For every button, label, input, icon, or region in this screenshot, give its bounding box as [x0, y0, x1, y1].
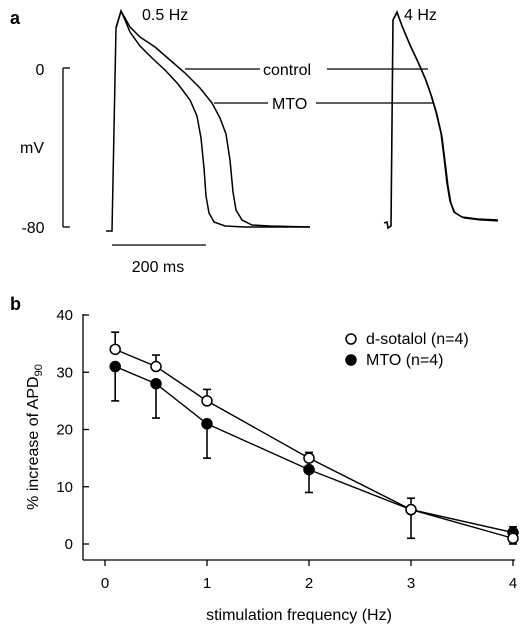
trace-label-4hz: 4 Hz: [404, 7, 437, 24]
series-label-mto: MTO: [272, 96, 307, 113]
data-point: [109, 343, 121, 356]
voltage-unit-label: mV: [20, 140, 44, 157]
legend-label: MTO (n=4): [366, 352, 444, 369]
x-tick-label: 3: [407, 575, 415, 592]
y-tick-label: 0: [65, 536, 73, 553]
y-tick-label: 30: [56, 364, 73, 381]
y-axis-label: % increase of APD90: [25, 364, 45, 510]
data-point: [405, 503, 417, 516]
x-tick-label: 4: [509, 575, 517, 592]
x-ticks: 0 1 2 3 4: [101, 560, 517, 592]
data-point: [201, 395, 213, 407]
data-point: [303, 452, 315, 464]
x-tick-label: 0: [101, 575, 109, 592]
legend-marker: [345, 333, 357, 345]
trace-4hz-control: [392, 11, 499, 222]
trace-4hz-mto: [383, 9, 499, 230]
y-axis-label-text: % increase of APD: [25, 376, 42, 509]
panel-a-letter: a: [10, 8, 21, 28]
apd-chart: 0 10 20 30 40 0 1 2 3 4 stimulation frequency (H…: [25, 307, 519, 624]
x-tick-label: 2: [305, 575, 313, 592]
series-mto: [109, 360, 519, 545]
data-point: [109, 360, 121, 373]
data-point: [303, 463, 315, 476]
y-tick-label: 20: [56, 422, 73, 439]
series-layer: [109, 331, 519, 545]
panel-b: b 0 10 20 30 40 0 1 2 3 4 stimulation frequency …: [10, 294, 519, 624]
data-point: [201, 418, 213, 430]
data-point: [150, 360, 162, 373]
time-scale-label: 200 ms: [132, 259, 184, 276]
y-tick-label: 10: [56, 479, 73, 496]
y-axis-label-subscript: 90: [33, 364, 45, 376]
series-line: [114, 348, 514, 539]
y-tick-label: 40: [56, 307, 73, 324]
legend-label: d-sotalol (n=4): [366, 331, 469, 348]
voltage-tick-label-0: 0: [36, 62, 45, 79]
legend: d-sotalol (n=4) MTO (n=4): [345, 331, 469, 369]
trace-label-0-5hz: 0.5 Hz: [142, 7, 188, 24]
panel-b-letter: b: [10, 294, 21, 314]
series-d-sotalol: [109, 331, 519, 545]
trace-0-5hz-mto: [106, 9, 311, 232]
data-point: [507, 532, 519, 545]
data-point: [150, 377, 162, 390]
legend-marker: [345, 354, 357, 366]
y-ticks: 0 10 20 30 40: [56, 307, 89, 553]
x-axis-label: stimulation frequency (Hz): [206, 607, 392, 624]
series-label-control: control: [263, 62, 311, 79]
trace-0-5hz-control: [115, 8, 310, 228]
x-tick-label: 1: [203, 575, 211, 592]
panel-a: a 0 -80 mV 0.5 Hz 4 Hz control MTO 200 m…: [10, 7, 499, 276]
voltage-tick-label-minus80: -80: [21, 220, 44, 237]
series-line: [114, 365, 514, 534]
